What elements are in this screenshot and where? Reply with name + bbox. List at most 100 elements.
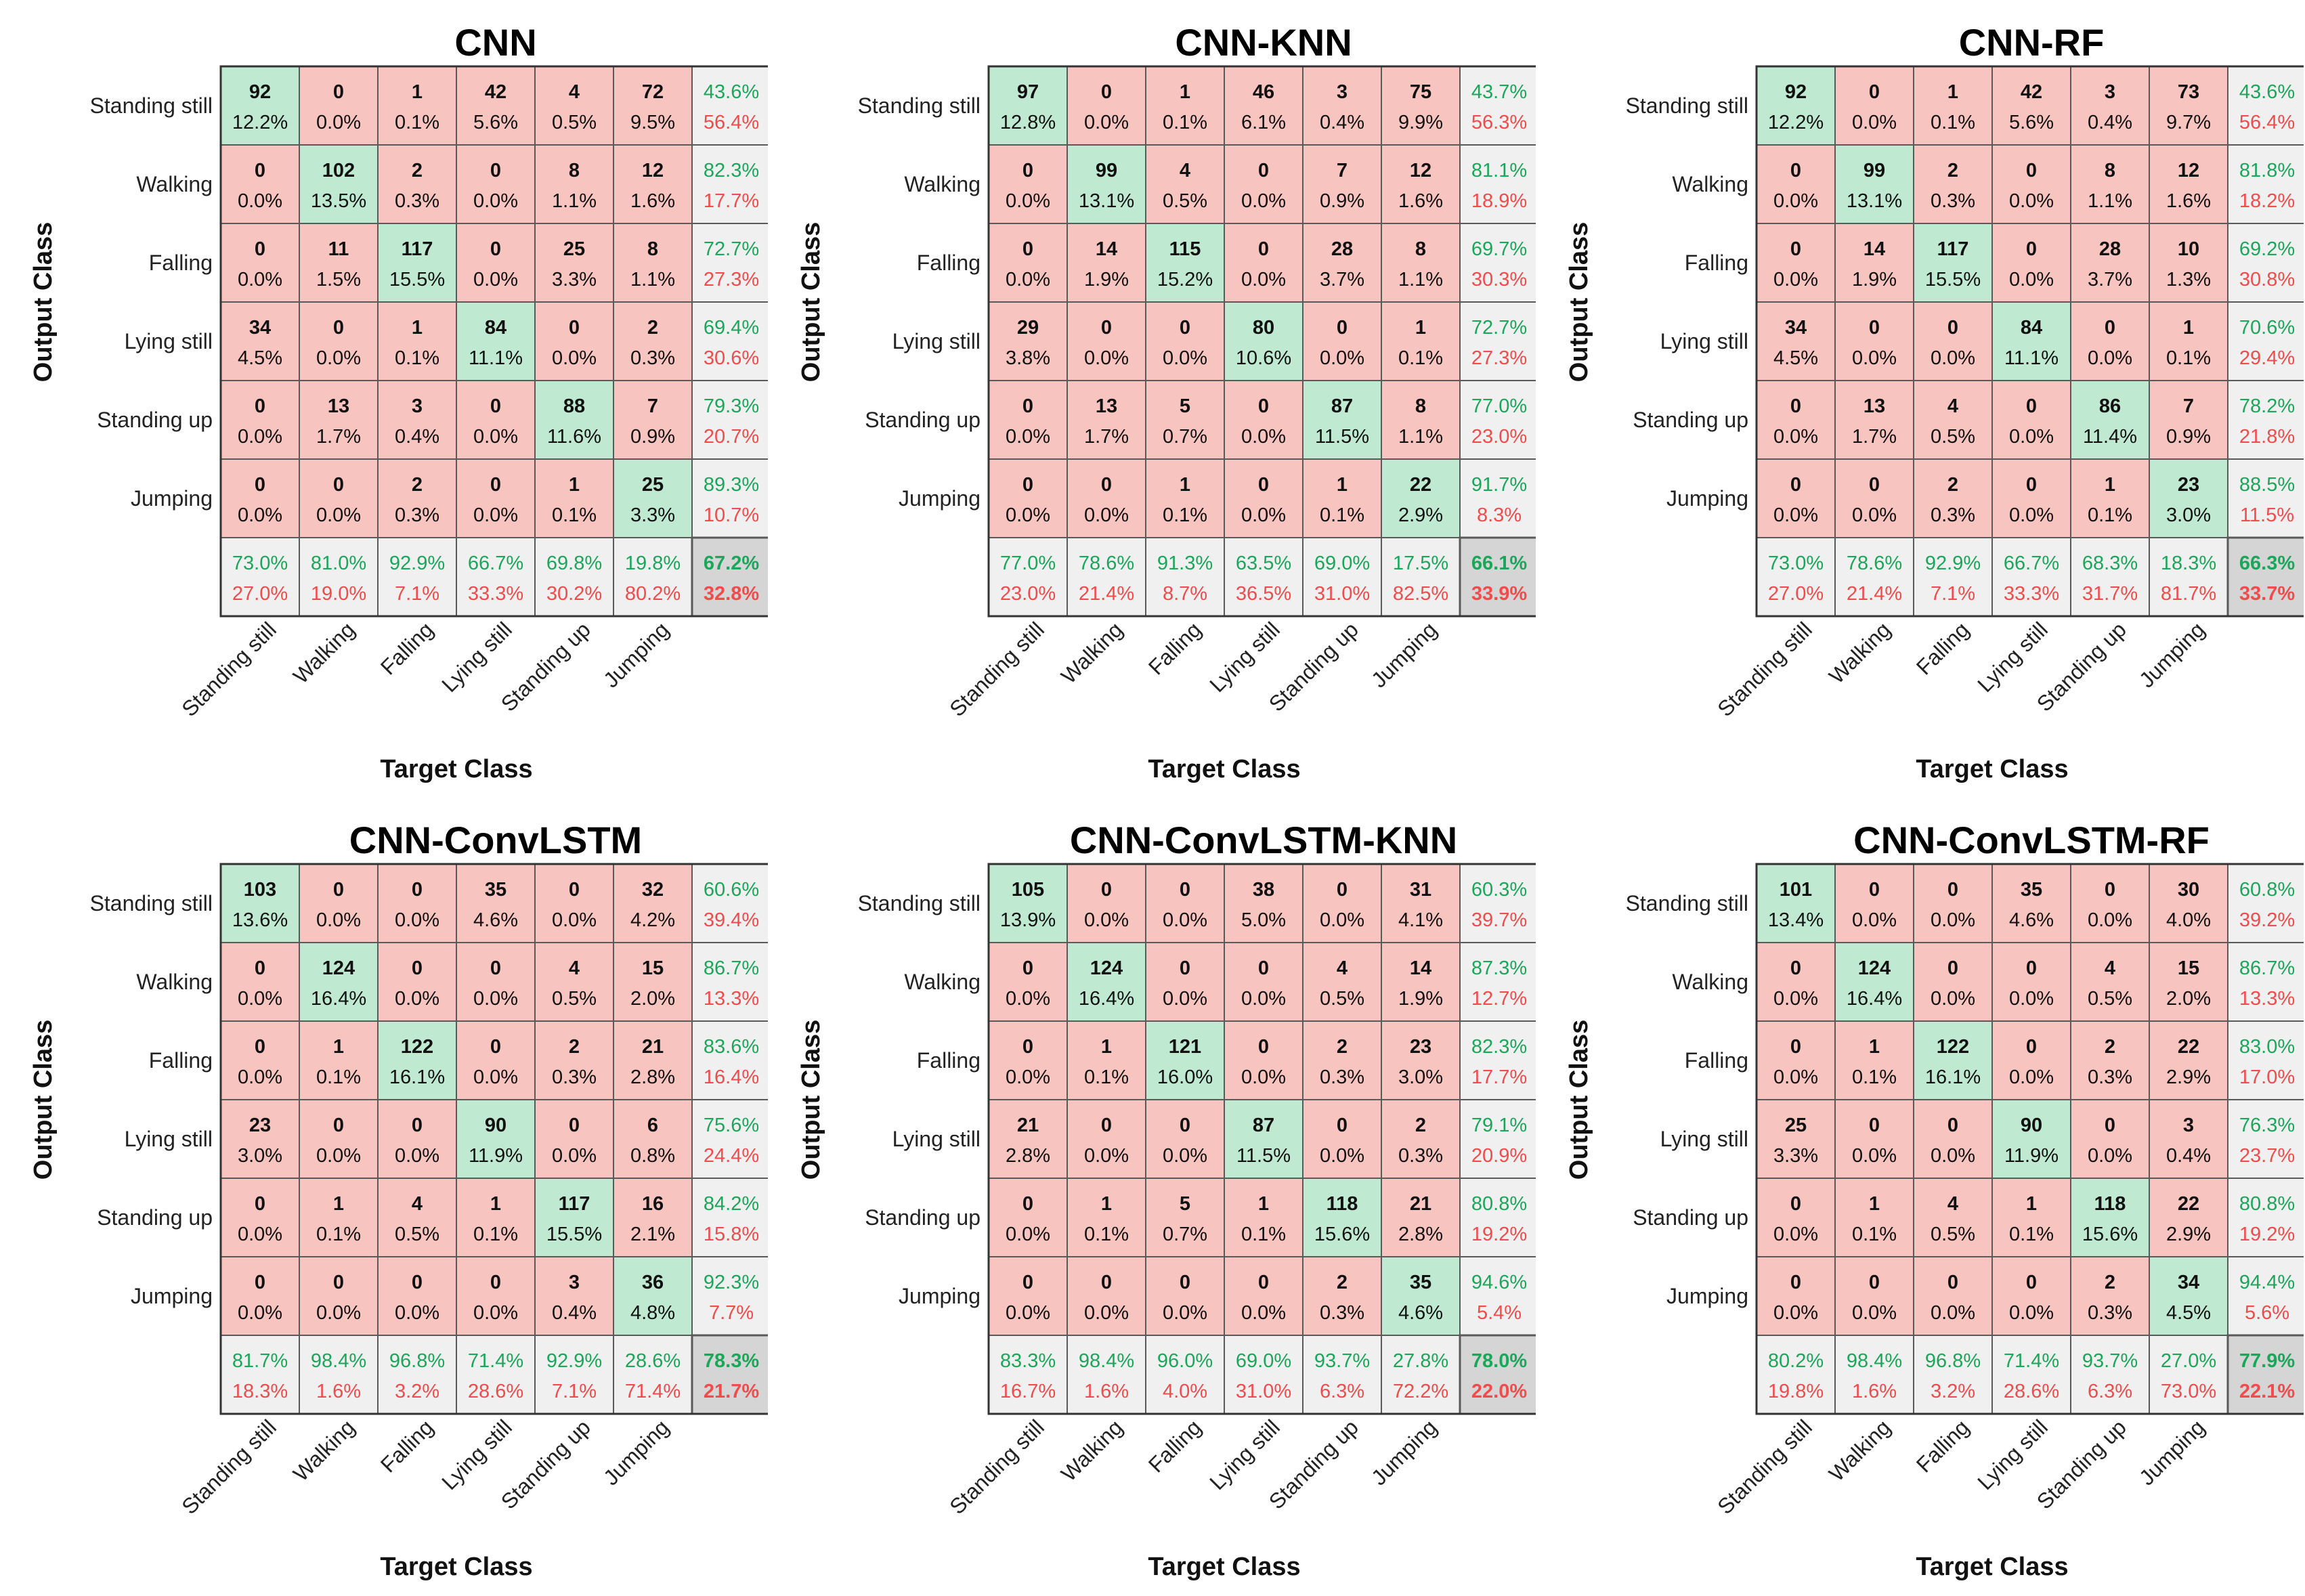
row-summary-correct: 69.4%: [704, 317, 759, 339]
col-summary-correct: 19.8%: [625, 553, 681, 574]
correct-cell: [2070, 380, 2150, 460]
incorrect-cell: [1302, 1020, 1382, 1100]
cell-percent: 0.0%: [473, 190, 518, 212]
row-class-label: Standing still: [1626, 891, 1748, 915]
row-summary-cell: [691, 223, 768, 303]
matrix-frame: [219, 65, 768, 618]
col-summary-correct: 81.7%: [232, 1350, 288, 1372]
cell-count: 101: [1780, 879, 1812, 901]
cell-count: 0: [1022, 160, 1033, 181]
cell-count: 0: [412, 957, 423, 979]
col-summary-correct: 71.4%: [2004, 1350, 2059, 1372]
cell-count: 0: [2026, 1036, 2037, 1058]
cell-percent: 0.5%: [552, 988, 597, 1010]
col-summary-correct: 96.8%: [1925, 1350, 1981, 1372]
cell-count: 8: [569, 160, 580, 181]
col-summary-cell: [1381, 537, 1461, 617]
incorrect-cell: [2149, 223, 2228, 303]
row-class-label: Standing still: [90, 93, 213, 118]
incorrect-cell: [534, 1099, 614, 1179]
cell-percent: 0.0%: [473, 269, 518, 290]
incorrect-cell: [220, 1020, 300, 1100]
col-summary-incorrect: 31.0%: [1236, 1381, 1291, 1402]
col-summary-correct: 92.9%: [1925, 553, 1981, 574]
incorrect-cell: [534, 301, 614, 381]
cell-percent: 4.6%: [2009, 909, 2054, 931]
correct-cell: [1834, 942, 1914, 1022]
row-class-label: Standing up: [97, 408, 213, 432]
cell-count: 0: [255, 1036, 265, 1058]
col-summary-incorrect: 82.5%: [1393, 583, 1448, 605]
cell-percent: 0.5%: [552, 112, 597, 133]
cell-percent: 0.0%: [1773, 190, 1818, 212]
cell-count: 0: [490, 238, 501, 260]
row-summary-incorrect: 8.3%: [1477, 504, 1522, 526]
col-summary-cell: [299, 537, 379, 617]
incorrect-cell: [1302, 863, 1382, 943]
cell-count: 1: [333, 1193, 344, 1215]
cell-percent: 0.0%: [473, 988, 518, 1010]
cell-percent: 0.0%: [1773, 988, 1818, 1010]
cell-percent: 0.0%: [1773, 1066, 1818, 1088]
cell-count: 121: [1169, 1036, 1201, 1058]
cell-percent: 0.0%: [1852, 909, 1897, 931]
incorrect-cell: [988, 1099, 1068, 1179]
cell-count: 10: [2178, 238, 2199, 260]
col-summary-incorrect: 6.3%: [1320, 1381, 1364, 1402]
cell-count: 23: [2178, 474, 2199, 496]
cell-percent: 15.5%: [1925, 269, 1981, 290]
row-class-label: Jumping: [1666, 1284, 1748, 1308]
incorrect-cell: [1834, 380, 1914, 460]
incorrect-cell: [456, 144, 536, 224]
col-class-label: Standing still: [945, 1415, 1049, 1519]
row-class-label: Falling: [149, 1048, 213, 1073]
cell-count: 30: [2178, 879, 2199, 901]
cell-count: 75: [1410, 81, 1431, 103]
cell-percent: 0.0%: [1773, 1224, 1818, 1245]
row-summary-cell: [1459, 863, 1536, 943]
row-class-label: Walking: [1672, 970, 1748, 994]
row-summary-incorrect: 15.8%: [704, 1224, 759, 1245]
row-class-label: Standing up: [865, 1205, 981, 1230]
cell-count: 0: [1258, 1272, 1269, 1293]
cell-count: 2: [2105, 1272, 2115, 1293]
row-summary-incorrect: 27.3%: [1471, 347, 1527, 369]
cell-count: 3: [1337, 81, 1348, 103]
cell-percent: 0.0%: [316, 504, 361, 526]
cell-percent: 15.6%: [1314, 1224, 1370, 1245]
cell-count: 46: [1253, 81, 1274, 103]
col-summary-cell: [1834, 537, 1914, 617]
cell-percent: 2.0%: [2166, 988, 2211, 1010]
cell-percent: 1.7%: [316, 426, 361, 448]
overall-accuracy: 66.3%: [2239, 553, 2295, 574]
cell-percent: 0.0%: [1852, 504, 1897, 526]
col-summary-incorrect: 36.5%: [1236, 583, 1291, 605]
correct-cell: [613, 458, 693, 538]
incorrect-cell: [1381, 301, 1461, 381]
matrix-frame: [1755, 65, 2304, 618]
incorrect-cell: [2070, 144, 2150, 224]
col-class-label: Falling: [376, 1415, 438, 1477]
cell-count: 34: [2178, 1272, 2199, 1293]
incorrect-cell: [1756, 942, 1836, 1022]
row-summary-correct: 79.3%: [704, 395, 759, 417]
row-class-label: Walking: [1672, 172, 1748, 196]
cell-percent: 0.0%: [1773, 426, 1818, 448]
row-summary-cell: [691, 144, 768, 224]
row-class-label: Walking: [904, 172, 981, 196]
row-summary-cell: [1459, 942, 1536, 1022]
correct-cell: [534, 380, 614, 460]
incorrect-cell: [299, 1020, 379, 1100]
cell-percent: 12.2%: [1768, 112, 1824, 133]
cell-percent: 0.0%: [316, 347, 361, 369]
col-class-label: Lying still: [437, 1415, 517, 1494]
row-summary-correct: 70.6%: [2239, 317, 2295, 339]
cell-count: 0: [490, 395, 501, 417]
cell-count: 2: [412, 474, 423, 496]
cell-percent: 0.0%: [2088, 909, 2132, 931]
cell-percent: 1.6%: [1398, 190, 1443, 212]
cell-percent: 0.3%: [1320, 1302, 1364, 1324]
cell-percent: 9.7%: [2166, 112, 2211, 133]
cell-count: 14: [1410, 957, 1431, 979]
cell-count: 4: [412, 1193, 423, 1215]
